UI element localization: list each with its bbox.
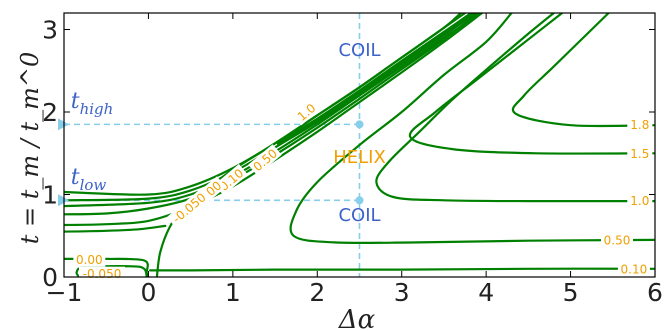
y-tick-label: 1	[42, 181, 58, 210]
contour-label-bg	[292, 98, 321, 126]
region-label-2: COIL	[338, 205, 380, 226]
plot-frame	[63, 12, 656, 278]
ref-point-3	[355, 196, 364, 205]
t-label-low: tlow	[71, 165, 107, 194]
contour-label-bg	[617, 261, 650, 276]
t-label-high: thigh	[71, 89, 114, 118]
contour-label-bg	[627, 193, 653, 208]
contour-label-text: 1.5	[630, 147, 649, 161]
contour-label-11: -0.050	[166, 187, 212, 228]
contour-label-text: 0.00	[76, 253, 103, 267]
contour-line-13	[408, 13, 655, 155]
y-tick-label: 2	[42, 98, 58, 127]
x-tick-label: 4	[478, 278, 494, 307]
y-tick-label: 3	[42, 16, 58, 45]
contour-labels-layer: 1.81.51.00.500.100.00-0.0501.00.500.100.…	[73, 98, 653, 281]
contour-label-text: 1.8	[630, 118, 649, 132]
reference-layer	[64, 13, 361, 277]
contour-line-12	[375, 13, 655, 203]
contour-label-bg	[627, 117, 653, 132]
contour-line-14	[511, 13, 655, 128]
y-tick-label: 0	[42, 263, 58, 292]
x-tick-label: 3	[394, 278, 410, 307]
annotation-layer: COIL HELIX COIL thigh tlow	[71, 40, 386, 226]
contour-label-0: 1.8	[627, 117, 653, 132]
contour-label-text: 0.10	[621, 262, 648, 276]
region-label-1: HELIX	[333, 147, 386, 168]
contour-label-5: 0.00	[73, 252, 106, 267]
x-tick-label: 5	[563, 278, 579, 307]
y-axis-title: t = t_m / t_m^0	[16, 52, 44, 245]
contour-line-9	[75, 265, 148, 277]
contour-label-text: -0.050	[83, 267, 122, 281]
contour-label-text: 1.0	[630, 194, 649, 208]
region-label-0: COIL	[338, 40, 380, 61]
contour-label-bg	[627, 146, 653, 161]
contour-label-2: 1.0	[627, 193, 653, 208]
contour-label-6: -0.050	[78, 266, 125, 281]
contour-line-6	[64, 224, 167, 233]
x-tick-label: 6	[647, 278, 663, 307]
contour-label-1: 1.5	[627, 146, 653, 161]
contour-label-bg	[73, 252, 106, 267]
contour-label-bg	[166, 187, 212, 228]
contour-line-1	[64, 13, 483, 208]
ref-point-2	[355, 120, 364, 129]
contour-label-text: 0.50	[604, 233, 631, 247]
x-tick-label: 2	[309, 278, 325, 307]
contour-line-11	[289, 13, 655, 245]
x-tick-label: −1	[46, 278, 83, 307]
contour-label-4: 0.10	[617, 261, 650, 276]
contour-line-4	[64, 13, 479, 216]
contour-label-3: 0.50	[601, 232, 634, 247]
contour-line-7	[155, 13, 462, 277]
x-axis-title: Δα	[338, 305, 376, 331]
contour-line-3	[276, 13, 476, 146]
contour-label-bg	[248, 144, 282, 176]
contour-label-bg	[601, 232, 634, 247]
x-tick-label: 1	[225, 278, 241, 307]
contour-line-0	[64, 13, 479, 202]
x-tick-label: 0	[140, 278, 156, 307]
contour-line-10	[149, 267, 655, 272]
